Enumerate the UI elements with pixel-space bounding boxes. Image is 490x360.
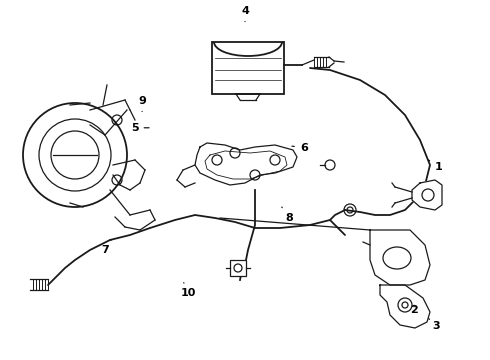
Polygon shape (370, 230, 430, 285)
Ellipse shape (383, 247, 411, 269)
Text: 9: 9 (138, 96, 146, 112)
Text: 3: 3 (429, 319, 440, 331)
Text: 1: 1 (429, 160, 442, 172)
Polygon shape (380, 285, 430, 328)
Text: 7: 7 (101, 240, 111, 255)
Polygon shape (412, 180, 442, 210)
Bar (230, 260, 246, 276)
Text: 5: 5 (131, 123, 149, 133)
Text: 4: 4 (241, 6, 249, 22)
Text: 10: 10 (181, 283, 196, 298)
Bar (212, 42, 284, 94)
Text: 6: 6 (292, 143, 308, 153)
Text: 2: 2 (410, 305, 418, 315)
Text: 8: 8 (282, 207, 293, 223)
